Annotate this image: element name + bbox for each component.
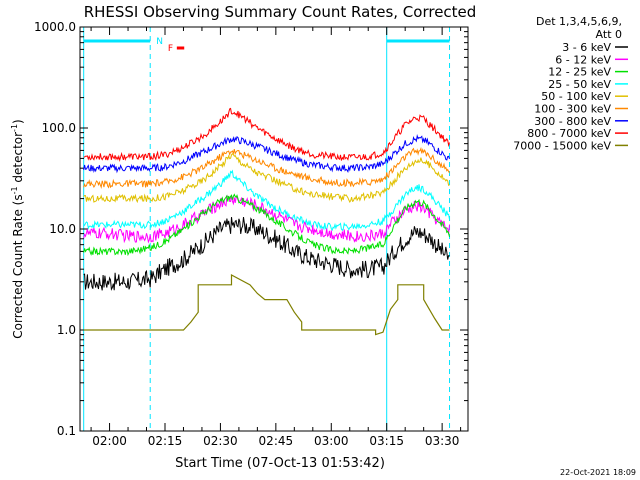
footer-timestamp: 22-Oct-2021 18:09 xyxy=(560,468,636,477)
legend-title-line2: Att 0 xyxy=(596,28,622,41)
x-tick-label: 03:15 xyxy=(369,434,404,448)
y-tick-label: 100.0 xyxy=(42,121,76,135)
legend-label-4: 50 - 100 keV xyxy=(541,90,611,103)
legend-label-2: 12 - 25 keV xyxy=(548,66,611,79)
legend-label-6: 300 - 800 keV xyxy=(534,115,611,128)
x-tick-label: 02:30 xyxy=(203,434,238,448)
series-line-4 xyxy=(83,152,450,204)
legend-label-3: 25 - 50 keV xyxy=(548,78,611,91)
y-tick-label: 1000.0 xyxy=(34,20,76,34)
legend-title-line1: Det 1,3,4,5,6,9, xyxy=(536,15,622,28)
y-tick-label: 10.0 xyxy=(49,222,76,236)
x-axis-label: Start Time (07-Oct-13 01:53:42) xyxy=(175,456,385,471)
flare-flag-label: F xyxy=(168,44,173,54)
y-axis-label: Corrected Count Rate (s-1 detector-1) xyxy=(10,119,25,338)
series-line-6 xyxy=(83,134,450,174)
series-line-7 xyxy=(83,107,450,162)
series-line-5 xyxy=(83,146,450,189)
x-tick-label: 03:30 xyxy=(425,434,460,448)
y-tick-label: 0.1 xyxy=(57,424,76,438)
x-tick-label: 02:00 xyxy=(92,434,127,448)
x-tick-label: 03:00 xyxy=(314,434,349,448)
series-line-2 xyxy=(83,193,450,257)
legend-label-7: 800 - 7000 keV xyxy=(527,127,611,140)
legend-label-8: 7000 - 15000 keV xyxy=(513,139,611,152)
legend-label-5: 100 - 300 keV xyxy=(534,103,611,116)
series-line-8 xyxy=(83,274,450,336)
legend-label-1: 6 - 12 keV xyxy=(555,53,611,66)
night-flag-label: N xyxy=(156,37,163,47)
x-tick-label: 02:15 xyxy=(148,434,183,448)
y-tick-label: 1.0 xyxy=(57,323,76,337)
chart-title: RHESSI Observing Summary Count Rates, Co… xyxy=(84,3,477,21)
series-line-0 xyxy=(83,217,450,291)
series-line-1 xyxy=(83,194,450,244)
legend-label-0: 3 - 6 keV xyxy=(562,41,611,54)
x-tick-label: 02:45 xyxy=(259,434,294,448)
series-line-3 xyxy=(83,169,450,232)
